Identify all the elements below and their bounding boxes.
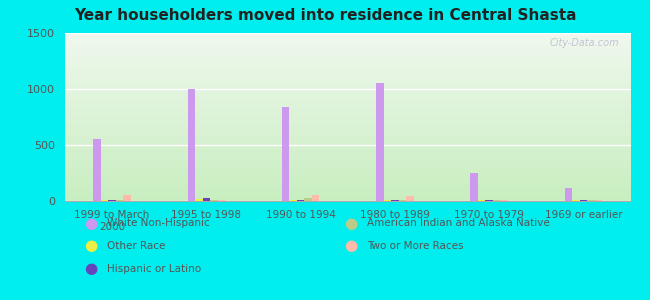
Text: Two or More Races: Two or More Races: [367, 241, 463, 251]
Bar: [406, 196, 414, 201]
Bar: [478, 200, 486, 201]
Bar: [376, 83, 384, 201]
Bar: [210, 200, 218, 201]
Text: ●: ●: [84, 238, 98, 253]
Bar: [195, 199, 203, 201]
Bar: [384, 200, 391, 201]
Text: Year householders moved into residence in Central Shasta: Year householders moved into residence i…: [73, 8, 577, 22]
Bar: [398, 200, 406, 201]
Bar: [572, 200, 580, 201]
Bar: [595, 200, 602, 201]
Bar: [470, 173, 478, 201]
Text: ●: ●: [84, 261, 98, 276]
Bar: [116, 200, 124, 201]
Bar: [493, 200, 500, 201]
Bar: [109, 200, 116, 201]
Bar: [304, 198, 312, 201]
Bar: [101, 200, 109, 201]
Bar: [218, 200, 226, 201]
Bar: [587, 200, 595, 201]
Bar: [580, 200, 587, 201]
Text: Hispanic or Latino: Hispanic or Latino: [107, 263, 202, 274]
Bar: [486, 200, 493, 201]
Text: ●: ●: [84, 216, 98, 231]
Bar: [187, 89, 195, 201]
Bar: [564, 188, 572, 201]
Bar: [94, 140, 101, 201]
Bar: [281, 107, 289, 201]
Text: White Non-Hispanic: White Non-Hispanic: [107, 218, 210, 229]
Bar: [203, 198, 210, 201]
Text: City-Data.com: City-Data.com: [549, 38, 619, 48]
Bar: [289, 200, 297, 201]
Bar: [500, 200, 508, 201]
Bar: [312, 195, 320, 201]
Bar: [391, 200, 398, 201]
Bar: [124, 195, 131, 201]
Text: American Indian and Alaska Native: American Indian and Alaska Native: [367, 218, 550, 229]
Bar: [297, 200, 304, 201]
Text: Other Race: Other Race: [107, 241, 166, 251]
Text: ●: ●: [344, 238, 358, 253]
Text: ●: ●: [344, 216, 358, 231]
